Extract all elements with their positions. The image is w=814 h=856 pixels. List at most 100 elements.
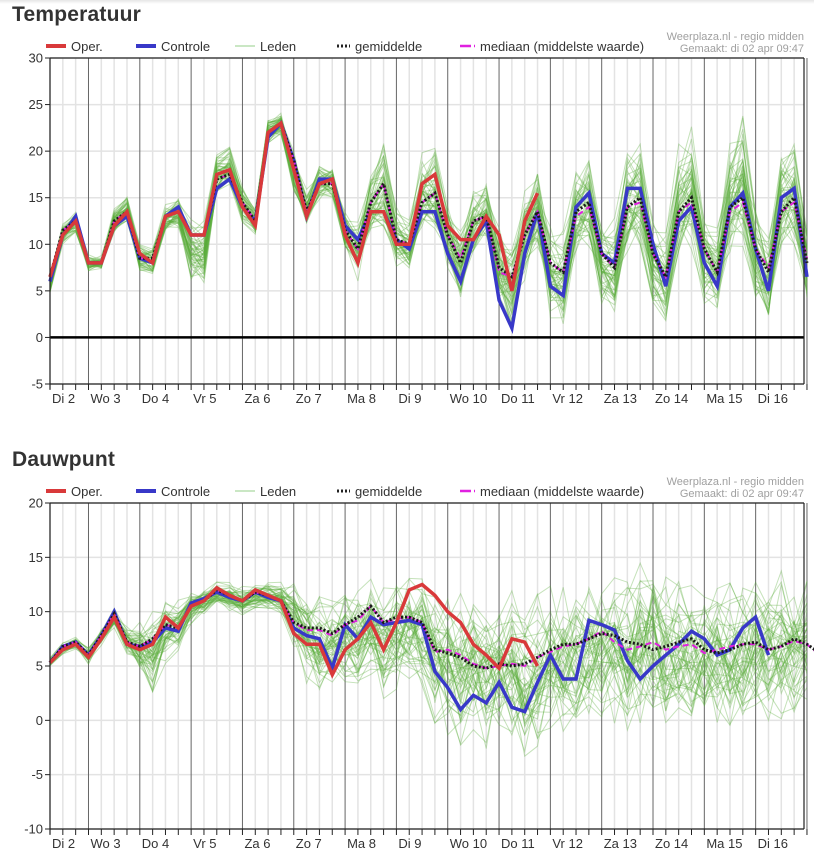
- y-tick-label: -5: [31, 377, 43, 392]
- x-day-label: Zo 7: [296, 391, 322, 406]
- x-day-label: Di 9: [398, 836, 421, 851]
- x-day-label: Do 4: [142, 391, 169, 406]
- member-line: [49, 132, 808, 329]
- member-line: [49, 121, 808, 279]
- y-tick-label: 25: [29, 97, 43, 112]
- member-line: [49, 576, 808, 666]
- member-line: [49, 115, 808, 285]
- x-day-label: Wo 10: [450, 391, 487, 406]
- member-line: [49, 127, 808, 331]
- legend-label-leden[interactable]: Leden: [260, 39, 296, 54]
- created-timestamp: Gemaakt: di 02 apr 09:47: [680, 488, 804, 500]
- member-line: [49, 118, 808, 281]
- y-tick-label: 30: [29, 51, 43, 66]
- x-day-label: Vr 12: [552, 391, 583, 406]
- legend-label-controle[interactable]: Controle: [161, 39, 210, 54]
- x-day-label: Vr 5: [193, 836, 216, 851]
- member-line: [49, 129, 808, 312]
- legend-label-oper[interactable]: Oper.: [71, 39, 103, 54]
- member-line: [49, 600, 808, 754]
- series-oper-line: [48, 120, 540, 292]
- member-line: [49, 125, 808, 325]
- x-day-label: Ma 15: [706, 836, 742, 851]
- member-line: [49, 118, 808, 311]
- y-tick-label: 20: [29, 144, 43, 159]
- member-line: [49, 593, 808, 708]
- member-line: [49, 569, 808, 662]
- section-title-dewpoint: Dauwpunt: [12, 448, 116, 471]
- x-day-label: Ma 8: [347, 836, 376, 851]
- member-line: [49, 593, 808, 736]
- y-tick-label: 5: [36, 659, 43, 674]
- member-line: [49, 595, 808, 695]
- legend-label-gemiddelde[interactable]: gemiddelde: [355, 484, 422, 499]
- y-tick-label: 0: [36, 713, 43, 728]
- member-line: [49, 578, 808, 671]
- source-credit: Weerplaza.nl - regio midden: [667, 476, 804, 488]
- y-tick-label: 5: [36, 283, 43, 298]
- member-line: [49, 124, 808, 300]
- member-line: [49, 124, 808, 305]
- member-line: [49, 116, 808, 287]
- x-day-label: Za 6: [244, 391, 270, 406]
- x-day-label: Di 9: [398, 391, 421, 406]
- member-line: [49, 130, 808, 305]
- member-line: [49, 589, 808, 694]
- temperature-chart: -5 0 5 10 15 20 25 30 Di 2 Wo 3 Do 4 Vr 5 Za 6 Zo 7 Ma…: [29, 31, 809, 406]
- member-line: [49, 581, 808, 677]
- series-lines: [48, 119, 809, 334]
- member-line: [49, 588, 808, 693]
- x-day-label: Ma 8: [347, 391, 376, 406]
- member-line: [49, 589, 808, 691]
- series-lines: [48, 582, 814, 714]
- x-day-label: Di 16: [758, 391, 788, 406]
- y-tick-label: 10: [29, 237, 43, 252]
- y-tick-label: 15: [29, 190, 43, 205]
- legend-label-leden[interactable]: Leden: [260, 484, 296, 499]
- y-tick-label: 20: [29, 496, 43, 511]
- member-line: [49, 117, 808, 300]
- member-line: [49, 115, 808, 287]
- member-line: [49, 579, 808, 685]
- axes: -10 -5 0 5 10 15 20 Di 2 Wo 3 Do 4 Vr 5 Za 6 Zo 7 Ma …: [24, 496, 808, 851]
- x-day-label: Do 11: [501, 391, 535, 406]
- x-day-label: Vr 5: [193, 391, 216, 406]
- member-line: [49, 130, 808, 323]
- x-day-label: Di 2: [52, 836, 75, 851]
- member-line: [49, 115, 808, 279]
- x-day-label: Wo 3: [90, 391, 120, 406]
- member-line: [49, 589, 808, 700]
- legend: Oper. Controle Leden gemiddelde mediaan (mid…: [46, 31, 804, 55]
- legend: Oper. Controle Leden gemiddelde mediaan (mid…: [46, 476, 804, 500]
- x-day-label: Za 13: [604, 391, 637, 406]
- member-line: [49, 129, 808, 321]
- member-line: [49, 596, 808, 758]
- member-line: [49, 600, 808, 737]
- member-line: [49, 119, 808, 289]
- x-day-label: Za 6: [244, 836, 270, 851]
- y-tick-label: -5: [31, 767, 43, 782]
- x-day-label: Za 13: [604, 836, 637, 851]
- member-line: [49, 120, 808, 284]
- axes: -5 0 5 10 15 20 25 30 Di 2 Wo 3 Do 4 Vr 5 Za 6 Zo 7 Ma…: [29, 51, 808, 406]
- legend-label-oper[interactable]: Oper.: [71, 484, 103, 499]
- member-line: [49, 129, 808, 307]
- member-line: [49, 119, 808, 284]
- legend-label-gemiddelde[interactable]: gemiddelde: [355, 39, 422, 54]
- legend-label-mediaan[interactable]: mediaan (middelste waarde): [480, 484, 644, 499]
- member-line: [49, 588, 808, 699]
- member-line: [49, 127, 808, 312]
- y-tick-label: -10: [24, 822, 43, 837]
- x-day-label: Do 11: [501, 836, 535, 851]
- x-day-label: Vr 12: [552, 836, 583, 851]
- member-line: [49, 593, 808, 718]
- created-timestamp: Gemaakt: di 02 apr 09:47: [680, 43, 804, 55]
- x-day-label: Do 4: [142, 836, 169, 851]
- x-day-label: Di 2: [52, 391, 75, 406]
- legend-label-controle[interactable]: Controle: [161, 484, 210, 499]
- top-shadow: [0, 0, 814, 4]
- grid-lines: [49, 502, 808, 830]
- series-controle-line: [48, 590, 771, 714]
- member-line: [49, 561, 808, 663]
- legend-label-mediaan[interactable]: mediaan (middelste waarde): [480, 39, 644, 54]
